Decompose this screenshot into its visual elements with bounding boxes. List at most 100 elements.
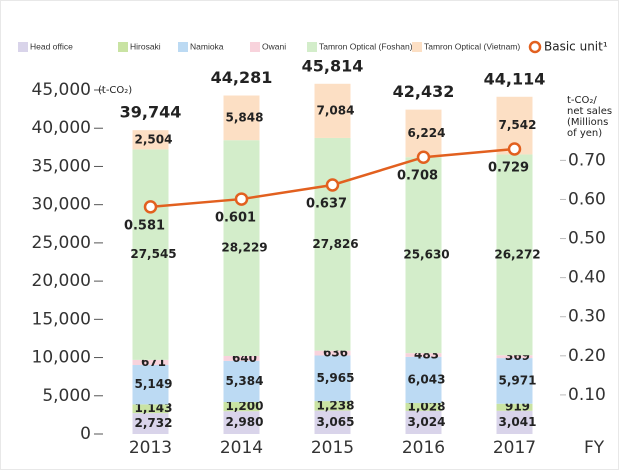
bar-segment xyxy=(405,157,442,354)
line-label: 0.601 xyxy=(215,211,256,226)
total-label: 44,281 xyxy=(211,68,273,87)
x-tick-label: 2013 xyxy=(129,438,172,458)
y2-tick-label: 0.30 xyxy=(568,307,606,327)
x-tick-label: 2014 xyxy=(220,438,263,458)
legend-swatch xyxy=(250,42,260,52)
data-label: 3,065 xyxy=(317,415,355,429)
bar-segment xyxy=(132,359,169,366)
line-label: 0.581 xyxy=(124,218,165,233)
bar-segment xyxy=(132,365,169,405)
bar-segment xyxy=(405,353,442,357)
total-label: 44,114 xyxy=(484,69,546,88)
data-label: 5,848 xyxy=(226,110,264,124)
line-marker xyxy=(507,142,522,156)
bar-segment xyxy=(314,401,351,411)
legend-marker xyxy=(528,40,542,54)
y2-tick-label: 0.70 xyxy=(568,150,606,170)
data-label: 6,043 xyxy=(408,372,446,386)
data-label: 5,971 xyxy=(499,373,537,387)
data-label: 27,545 xyxy=(130,247,176,261)
legend-label: Head office xyxy=(30,41,73,51)
line-label: 0.637 xyxy=(306,196,347,211)
data-label: 6,224 xyxy=(408,126,446,140)
bar-segment xyxy=(132,404,169,414)
legend-swatch xyxy=(307,42,317,52)
x-axis-label: FY xyxy=(584,438,605,458)
bar-segment xyxy=(223,402,260,412)
line-marker xyxy=(325,178,340,192)
total-label: 42,432 xyxy=(393,82,455,101)
data-label: 1,200 xyxy=(226,399,264,413)
x-tick-label: 2017 xyxy=(493,438,536,458)
y2-axis-label: net sales xyxy=(567,106,612,117)
legend-swatch xyxy=(178,42,188,52)
bar-segment xyxy=(314,355,351,402)
bar-segment xyxy=(223,411,260,434)
bar-segment xyxy=(223,355,260,361)
total-label: 39,744 xyxy=(120,103,182,122)
y2-axis-label: (Millions xyxy=(567,117,608,128)
x-tick-label: 2016 xyxy=(402,438,445,458)
bar-segment xyxy=(405,410,442,434)
y2-axis-label: of yen) xyxy=(567,128,602,139)
data-label: 1,238 xyxy=(317,398,355,412)
legend-label: Tamron Optical (Vietnam) xyxy=(424,41,520,51)
y2-axis-label: t-CO₂/ xyxy=(567,95,597,106)
bar-segment xyxy=(496,355,533,359)
bar-segment xyxy=(314,350,351,356)
data-label: 5,965 xyxy=(317,371,355,385)
y2-tick-label: 0.10 xyxy=(568,385,606,405)
legend-label: Hirosaki xyxy=(130,41,161,51)
y-tick-label: 30,000 xyxy=(32,195,91,215)
data-label: 25,630 xyxy=(403,248,449,262)
y-tick-label: 5,000 xyxy=(42,386,91,406)
data-label: 27,826 xyxy=(312,237,358,251)
bar-segment xyxy=(405,356,442,404)
bar-segment xyxy=(223,360,260,403)
bar-segment xyxy=(223,140,260,356)
y-tick-label: 15,000 xyxy=(32,309,91,329)
legend-label: Namioka xyxy=(190,41,224,51)
bar-segment xyxy=(496,403,533,411)
bar-segment xyxy=(314,137,351,351)
line-label: 0.708 xyxy=(397,169,438,184)
line-label: 0.729 xyxy=(488,161,529,176)
y-axis-label: (t-CO₂) xyxy=(98,85,132,96)
bar-segment xyxy=(223,95,260,141)
y-tick-label: 20,000 xyxy=(32,271,91,291)
bar-segment xyxy=(132,130,169,150)
legend-swatch xyxy=(118,42,128,52)
data-label: 5,149 xyxy=(135,377,173,391)
y2-tick-label: 0.60 xyxy=(568,189,606,209)
data-label: 7,084 xyxy=(317,103,355,117)
y-tick-label: 0 xyxy=(80,424,91,444)
data-label: 26,272 xyxy=(494,247,540,261)
y2-tick-label: 0.40 xyxy=(568,268,606,288)
legend-label: Owani xyxy=(262,41,286,51)
data-label: 3,024 xyxy=(408,415,446,429)
data-label: 3,041 xyxy=(499,415,537,429)
data-label: 2,732 xyxy=(135,416,173,430)
bar-segment xyxy=(314,83,351,138)
y-tick-label: 10,000 xyxy=(32,348,91,368)
y-tick-label: 25,000 xyxy=(32,233,91,253)
bar-segment xyxy=(496,358,533,404)
line-marker xyxy=(416,150,431,164)
legend-label: Tamron Optical (Foshan) xyxy=(319,41,413,51)
data-label: 7,542 xyxy=(499,118,537,132)
bar-segment xyxy=(496,410,533,434)
bar-segment xyxy=(132,413,169,434)
data-label: 2,504 xyxy=(135,132,173,146)
x-tick-label: 2015 xyxy=(311,438,354,458)
line-marker xyxy=(143,200,158,214)
data-label: 28,229 xyxy=(221,241,267,255)
bar-segment xyxy=(496,154,533,356)
y-tick-label: 45,000 xyxy=(32,80,91,100)
data-label: 5,384 xyxy=(226,374,264,388)
legend-swatch xyxy=(18,42,28,52)
total-label: 45,814 xyxy=(302,56,364,75)
legend-label: Basic unit¹ xyxy=(544,40,608,54)
legend-swatch xyxy=(412,42,422,52)
data-label: 2,980 xyxy=(226,415,264,429)
